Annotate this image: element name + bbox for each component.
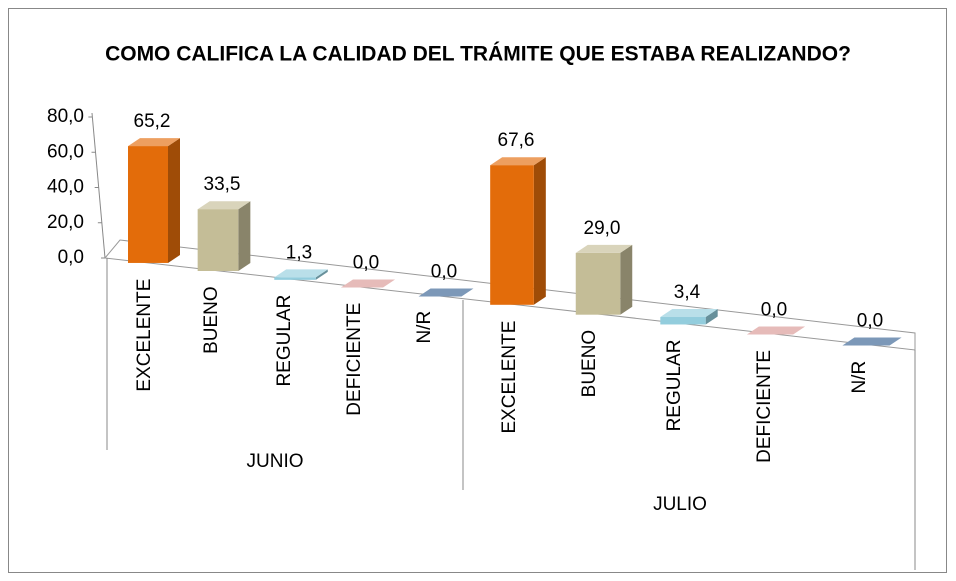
value-label: 65,2 (134, 111, 171, 132)
bar-top (274, 269, 328, 278)
bar (490, 165, 534, 305)
bar-side (238, 201, 251, 271)
bar (660, 317, 706, 325)
x-tick-label: EXCELENTE (499, 321, 520, 434)
value-label: 0,0 (857, 311, 883, 332)
value-label: 3,4 (674, 282, 701, 303)
bar-top (490, 157, 546, 166)
y-tick-label: 60,0 (47, 141, 84, 162)
x-tick-label: DEFICIENTE (754, 350, 775, 463)
x-tick-label: REGULAR (664, 340, 685, 432)
bar-top (340, 279, 396, 288)
group-label: JULIO (653, 494, 707, 515)
bar-side (620, 244, 633, 315)
bar-top (418, 288, 474, 297)
x-tick-label: N/R (849, 361, 870, 394)
bar-top (660, 309, 718, 318)
x-tick-label: BUENO (201, 286, 222, 354)
value-label: 0,0 (431, 262, 457, 283)
bar-top (197, 201, 251, 210)
bar-side (533, 157, 546, 305)
bar-top (842, 337, 902, 346)
x-tick-label: EXCELENTE (134, 279, 155, 392)
x-tick-label: REGULAR (274, 295, 295, 387)
x-tick-label: N/R (414, 311, 435, 344)
group-label: JUNIO (247, 451, 304, 472)
x-tick-label: DEFICIENTE (344, 303, 365, 416)
y-tick-label: 40,0 (47, 177, 84, 198)
bar-side (315, 269, 328, 280)
value-label: 33,5 (204, 174, 241, 195)
y-axis (91, 112, 106, 259)
bar-top (746, 326, 806, 335)
y-tick-label: 0,0 (58, 247, 84, 268)
y-tick-label: 80,0 (47, 106, 84, 127)
value-label: 67,6 (498, 130, 535, 151)
bar-side (168, 138, 180, 263)
y-tick-label: 20,0 (47, 212, 84, 233)
x-tick-label: BUENO (579, 330, 600, 398)
bar (274, 277, 316, 280)
bar (575, 252, 621, 315)
bar (128, 146, 168, 263)
value-label: 1,3 (286, 242, 312, 263)
bar (197, 209, 239, 271)
value-label: 0,0 (761, 299, 787, 320)
bar-top (575, 244, 633, 253)
bar-top (128, 138, 180, 147)
bar-side (705, 309, 718, 325)
chart-title: COMO CALIFICA LA CALIDAD DEL TRÁMITE QUE… (105, 43, 851, 66)
value-label: 0,0 (353, 253, 379, 274)
value-label: 29,0 (584, 218, 621, 239)
